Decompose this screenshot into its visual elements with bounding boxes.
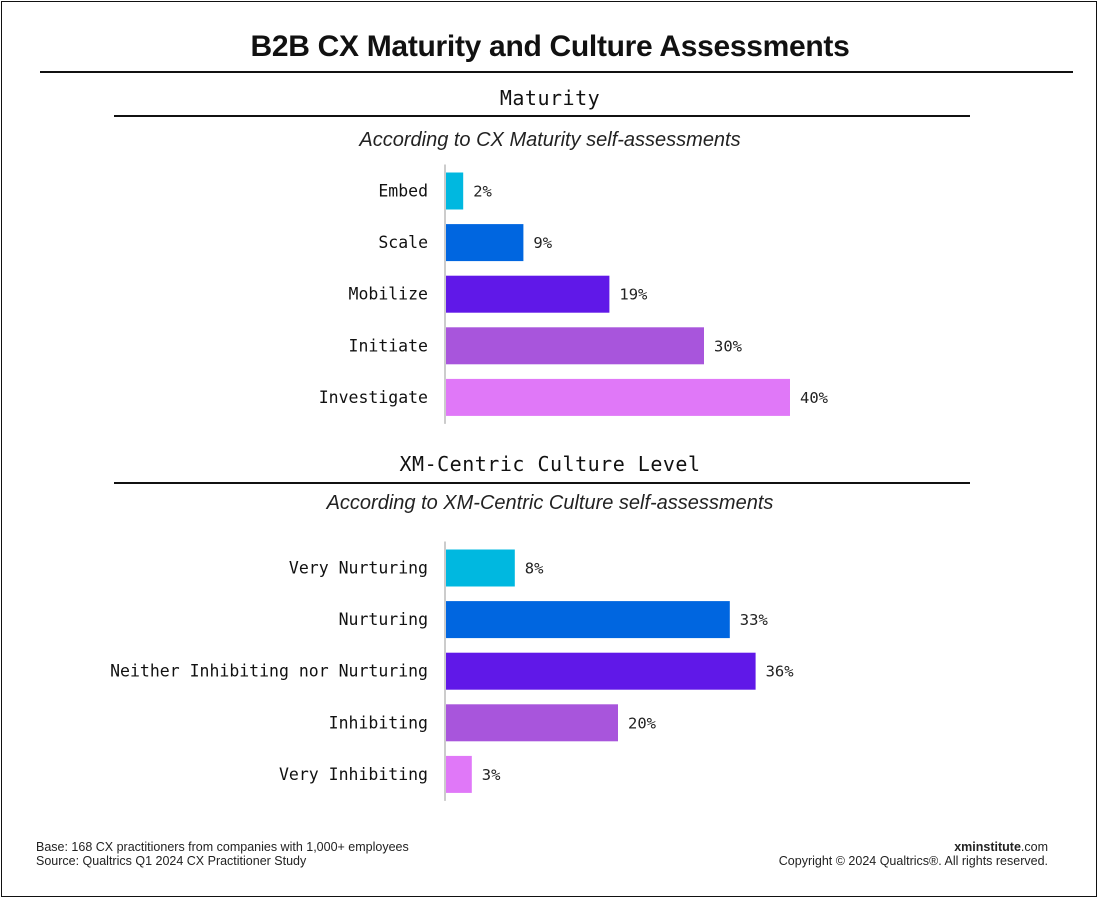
value-label: 2% — [473, 183, 492, 201]
value-label: 30% — [714, 337, 743, 355]
bar — [446, 275, 610, 313]
bar — [446, 327, 704, 365]
category-label: Neither Inhibiting nor Nurturing — [110, 662, 428, 681]
bar — [446, 601, 730, 639]
category-label: Very Nurturing — [289, 559, 428, 578]
maturity-rule — [114, 115, 970, 117]
bar — [446, 224, 524, 262]
category-label: Initiate — [349, 336, 428, 355]
category-label: Nurturing — [339, 610, 428, 629]
category-label: Very Inhibiting — [279, 765, 428, 784]
bar — [446, 172, 464, 210]
category-label: Inhibiting — [329, 713, 428, 732]
category-label: Scale — [378, 233, 428, 252]
brand-link[interactable]: xminstitute.com — [779, 840, 1048, 854]
bar — [446, 549, 515, 587]
maturity-subtitle: According to CX Maturity self-assessment… — [359, 129, 741, 151]
value-label: 19% — [619, 286, 648, 304]
value-label: 40% — [800, 389, 829, 407]
maturity-chart: Embed 2% Scale 9% Mobilize 19% Initiate 30% Inve… — [319, 164, 829, 424]
brand-name: xminstitute — [954, 840, 1021, 854]
footer-notes: Base: 168 CX practitioners from companie… — [36, 840, 409, 868]
source-note: Source: Qualtrics Q1 2024 CX Practitione… — [36, 854, 307, 868]
bar — [446, 755, 472, 793]
culture-subtitle: According to XM-Centric Culture self-ass… — [326, 492, 774, 514]
category-label: Investigate — [319, 388, 428, 407]
value-label: 9% — [533, 234, 552, 252]
value-label: 33% — [740, 611, 769, 629]
category-label: Embed — [378, 182, 428, 201]
value-label: 20% — [628, 714, 657, 732]
culture-heading: XM-Centric Culture Level — [399, 452, 701, 476]
title-rule — [40, 71, 1073, 73]
culture-rule — [114, 482, 970, 484]
value-label: 3% — [482, 766, 501, 784]
bar — [446, 704, 618, 742]
culture-chart: Very Nurturing 8% Nurturing 33% Neither Inhi… — [110, 541, 795, 801]
maturity-heading: Maturity — [499, 86, 601, 110]
category-label: Mobilize — [349, 285, 428, 304]
footer-brand: xminstitute.com Copyright © 2024 Qualtri… — [779, 840, 1048, 868]
value-label: 36% — [766, 663, 795, 681]
bar — [446, 378, 790, 416]
base-note: Base: 168 CX practitioners from companie… — [36, 840, 409, 854]
copyright-note: Copyright © 2024 Qualtrics®. All rights … — [778, 854, 1048, 868]
page-title: B2B CX Maturity and Culture Assessments — [250, 30, 850, 63]
value-label: 8% — [525, 560, 544, 578]
bar — [446, 652, 756, 690]
brand-domain: .com — [1020, 840, 1048, 854]
